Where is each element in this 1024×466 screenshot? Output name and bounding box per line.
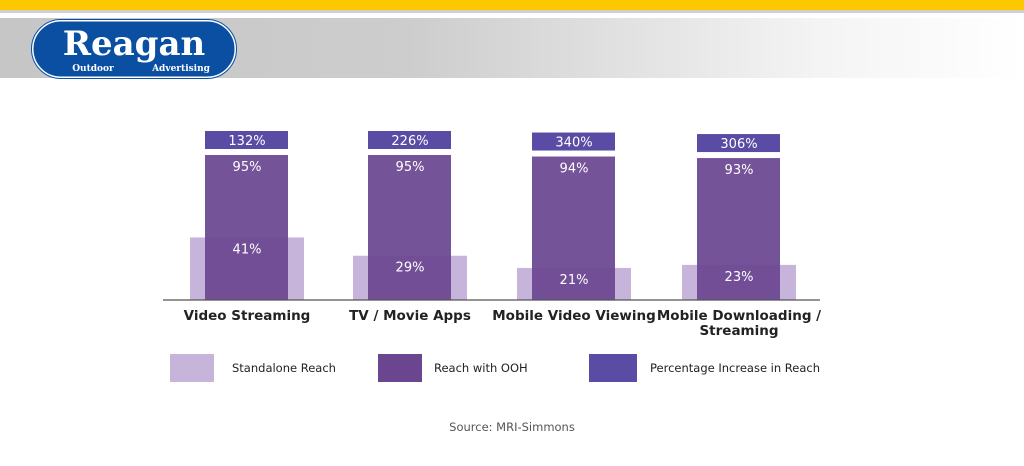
label-reach-with-ooh: 94%: [560, 162, 589, 177]
category-label: Video Streaming: [184, 308, 311, 324]
label-percentage-increase: 340%: [555, 136, 592, 151]
label-percentage-increase: 226%: [391, 134, 428, 149]
bar-reach-with-ooh: [205, 155, 288, 300]
label-standalone-reach: 21%: [560, 273, 589, 288]
legend-label-reach-ooh: Reach with OOH: [434, 361, 528, 375]
label-reach-with-ooh: 93%: [725, 163, 754, 178]
bar-percentage-increase: [368, 131, 451, 149]
bar-reach-with-ooh: [697, 158, 780, 300]
category-label: TV / Movie Apps: [349, 308, 471, 324]
header-yellow-stripe: [0, 0, 1024, 10]
label-standalone-reach: 23%: [725, 270, 754, 285]
svg-text:Outdoor: Outdoor: [72, 64, 114, 74]
label-standalone-reach: 29%: [396, 261, 425, 276]
legend-swatch-reach-ooh: [378, 354, 422, 382]
legend-swatch-increase: [589, 354, 637, 382]
label-standalone-reach: 41%: [233, 242, 262, 257]
legend-label-standalone: Standalone Reach: [232, 361, 336, 375]
bar-reach-with-ooh: [532, 156, 615, 300]
svg-text:Reagan: Reagan: [63, 24, 205, 64]
bar-percentage-increase: [205, 131, 288, 149]
label-reach-with-ooh: 95%: [396, 160, 425, 175]
legend-label-increase: Percentage Increase in Reach: [650, 361, 821, 375]
category-label: Streaming: [699, 323, 778, 339]
bar-percentage-increase: [697, 134, 780, 153]
legend-swatch-standalone: [170, 354, 214, 382]
bar-reach-with-ooh: [368, 155, 451, 300]
category-label: Mobile Downloading /: [657, 308, 821, 324]
header-gray-line: [0, 10, 1024, 13]
label-percentage-increase: 132%: [228, 134, 265, 149]
svg-text:Advertising: Advertising: [151, 64, 211, 74]
bar-percentage-increase: [532, 132, 615, 151]
label-reach-with-ooh: 95%: [233, 160, 262, 175]
source-note: Source: MRI-Simmons: [449, 420, 575, 434]
label-percentage-increase: 306%: [720, 137, 757, 152]
category-label: Mobile Video Viewing: [492, 308, 655, 324]
reagan-logo: Reagan Outdoor Advertising: [31, 19, 237, 79]
